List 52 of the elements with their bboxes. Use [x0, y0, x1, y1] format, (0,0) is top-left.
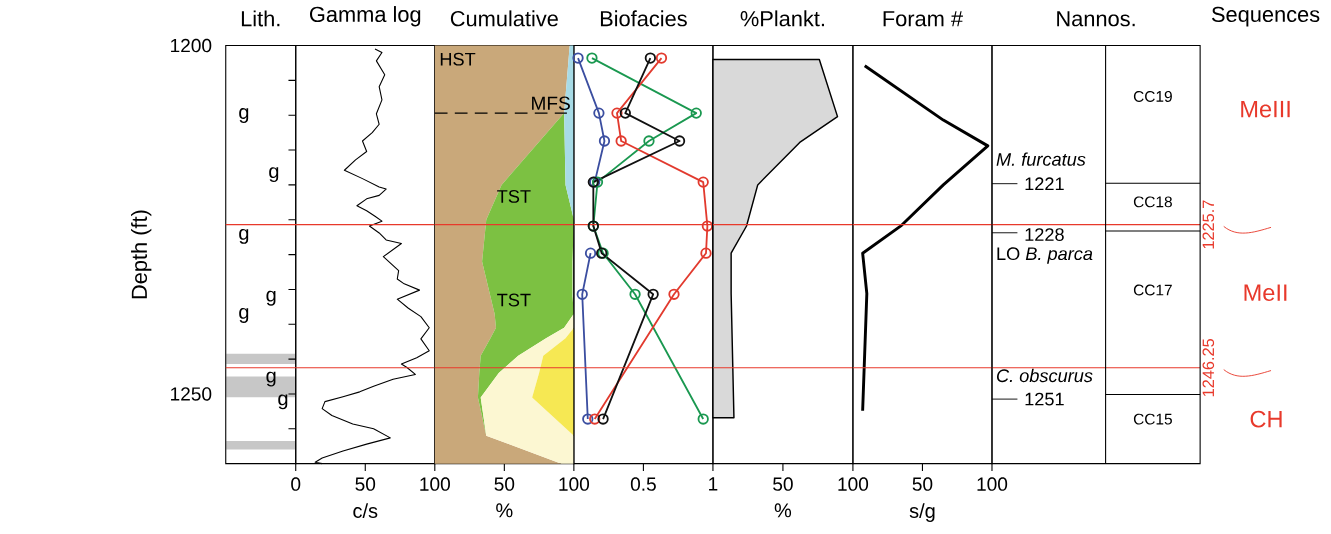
x-tick-label: 50 — [494, 477, 515, 492]
text: CC17 — [1133, 284, 1172, 296]
x-tick-label: 0.5 — [630, 477, 656, 492]
x-tick-label: 50 — [773, 477, 793, 492]
text: C. obscurus — [996, 368, 1093, 383]
x-tick-label: 1 — [709, 477, 718, 491]
text: M. furcatus — [996, 152, 1086, 166]
chart-title: %Plankt. — [740, 10, 824, 27]
x-tick-label: 100 — [838, 477, 869, 492]
text: g — [266, 371, 276, 387]
text: CC18 — [1133, 196, 1172, 208]
text: g — [266, 290, 276, 306]
chart-title: Biofacies — [600, 10, 687, 27]
x-axis-title: % — [774, 503, 792, 518]
text: CC15 — [1133, 413, 1172, 425]
text: g — [278, 394, 288, 410]
chart-title: Gamma log — [309, 6, 421, 27]
x-tick-label: 100 — [420, 477, 450, 492]
x-tick-label: 100 — [977, 477, 1008, 492]
text: MeII — [1244, 284, 1287, 302]
chart-title: Cumulative — [450, 10, 558, 27]
y-tick-label: 1250 — [171, 387, 212, 401]
text: MeIII — [1241, 101, 1290, 118]
ref-line-label: 1246.25 — [1202, 339, 1215, 397]
x-tick-label: 100 — [559, 477, 590, 492]
ref-line-label: MFS — [532, 96, 570, 111]
ref-line-label: 1225.7 — [1202, 200, 1215, 249]
annotation: TST — [497, 293, 531, 307]
x-axis-title: % — [496, 503, 513, 518]
text: LO B. parca — [997, 247, 1093, 264]
x-axis-title: c/s — [353, 503, 378, 519]
x-tick-label: 50 — [355, 477, 376, 492]
text: 1228 — [1025, 228, 1064, 242]
x-tick-label: 0 — [291, 477, 301, 492]
y-axis-title: Depth (ft) — [131, 210, 152, 299]
text: 1221 — [1025, 177, 1064, 191]
text: CC19 — [1133, 91, 1172, 103]
text: Lith. — [241, 10, 280, 27]
text: g — [239, 108, 249, 124]
text: g — [269, 167, 279, 183]
x-tick-label: 50 — [912, 477, 933, 492]
y-tick-label: 1200 — [171, 38, 212, 53]
x-axis-title: s/g — [909, 503, 935, 523]
annotation: TST — [497, 190, 531, 204]
text: 1251 — [1025, 392, 1064, 406]
text: Sequences — [1211, 6, 1320, 27]
text: CH — [1250, 410, 1282, 428]
text: Nannos. — [1057, 11, 1135, 27]
text: g — [239, 229, 249, 245]
chart-title: Foram # — [883, 11, 963, 27]
text: g — [239, 308, 249, 324]
annotation: HST — [440, 52, 476, 66]
